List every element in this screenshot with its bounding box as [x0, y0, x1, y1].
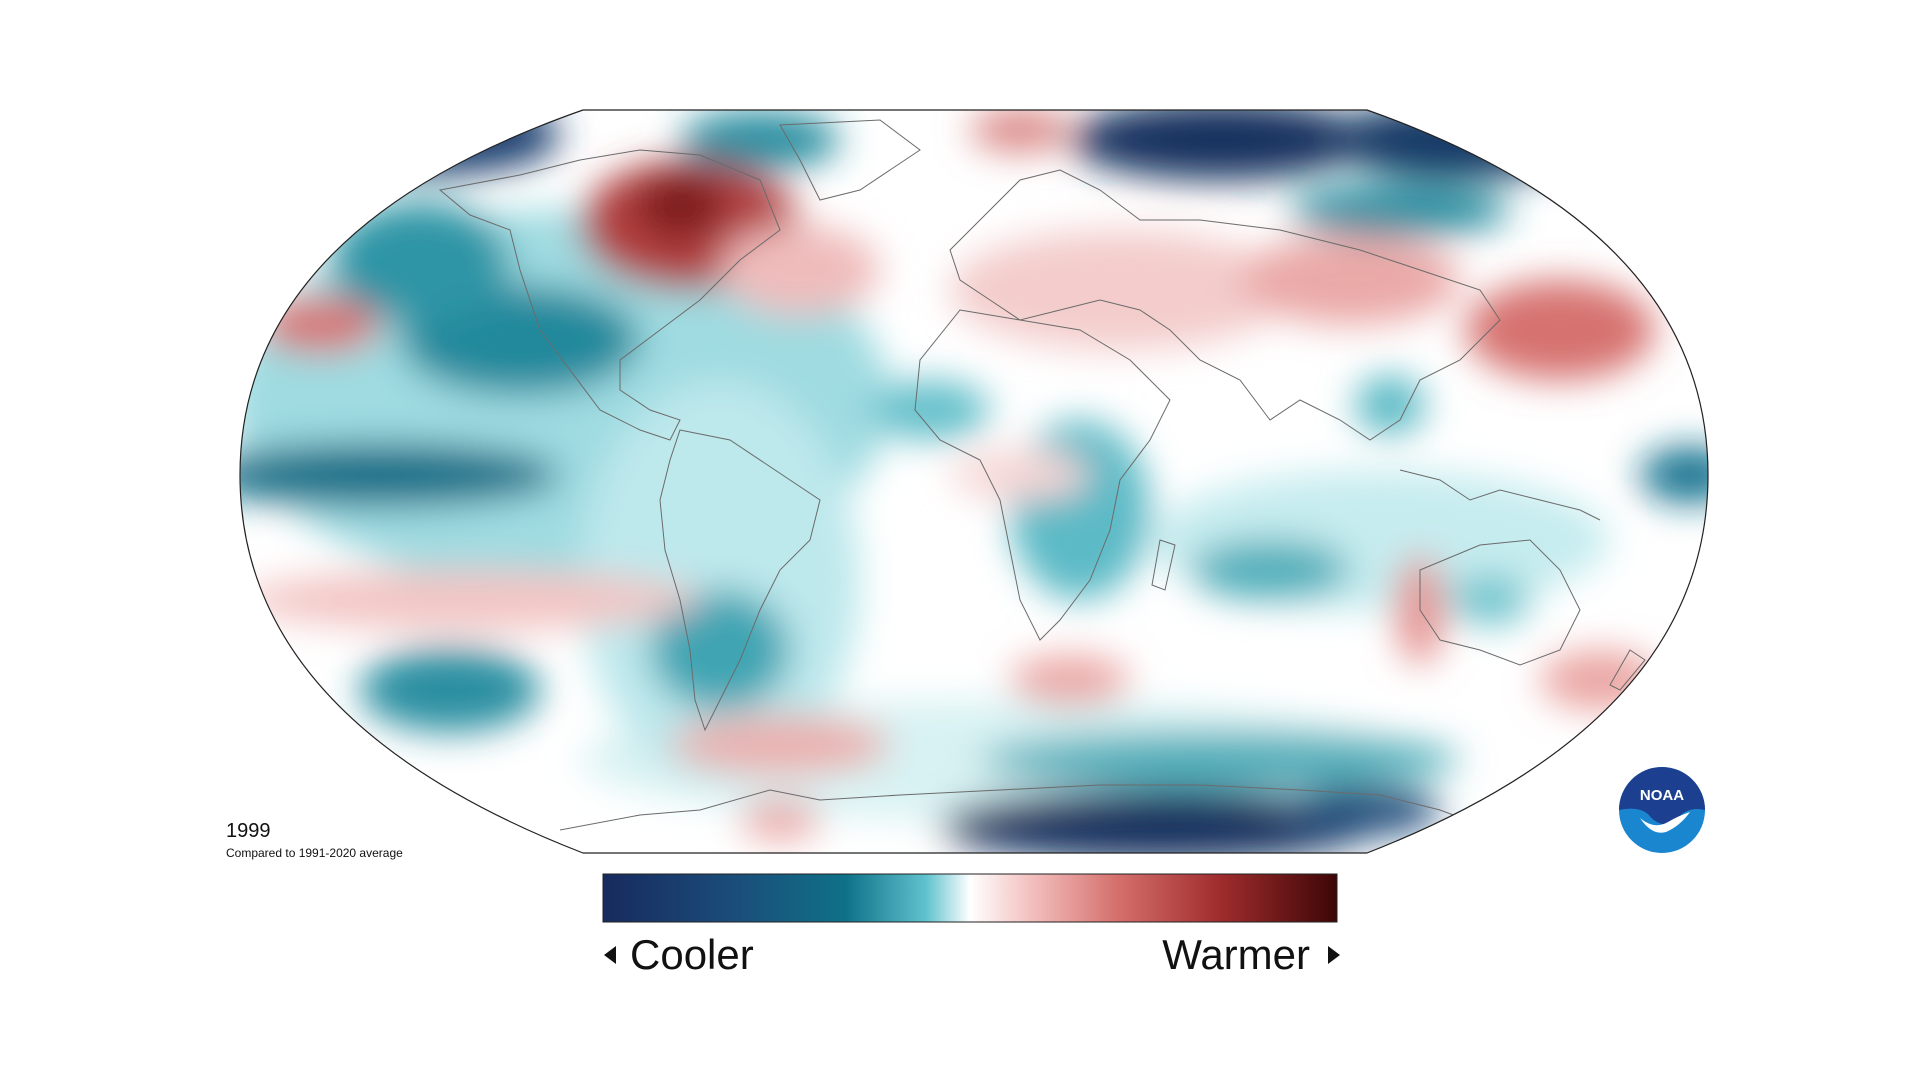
cooler-legend: Cooler — [604, 930, 754, 980]
colorbar — [602, 873, 1338, 923]
noaa-logo-icon: NOAA — [1618, 766, 1706, 854]
noaa-logo-text: NOAA — [1640, 787, 1684, 804]
cooler-label: Cooler — [630, 931, 754, 978]
noaa-logo-graphic: NOAA — [1619, 767, 1705, 853]
baseline-label: Compared to 1991-2020 average — [226, 846, 403, 860]
coastlines — [438, 119, 1646, 831]
left-arrow-icon — [604, 946, 616, 964]
map-border — [239, 109, 1709, 854]
warmer-label: Warmer — [1162, 931, 1310, 978]
right-arrow-icon — [1328, 946, 1340, 964]
warmer-legend: Warmer — [1162, 930, 1340, 980]
anomaly-field — [240, 110, 1708, 853]
year-label: 1999 — [226, 820, 271, 842]
